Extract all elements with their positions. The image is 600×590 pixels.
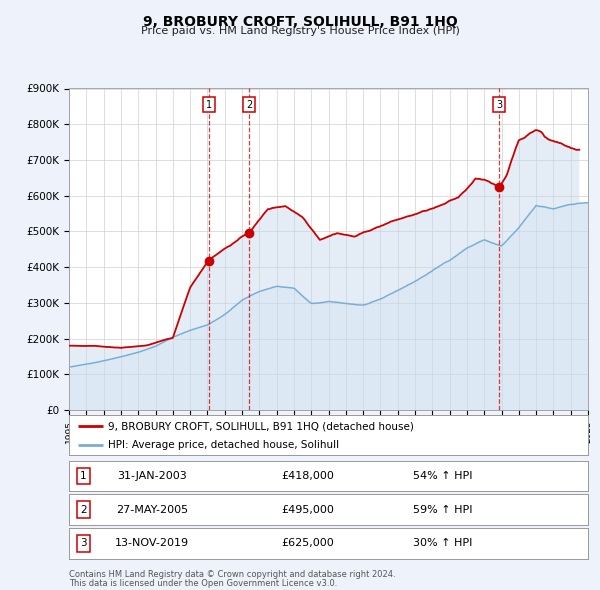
Text: 54% ↑ HPI: 54% ↑ HPI [413, 471, 472, 481]
Text: 59% ↑ HPI: 59% ↑ HPI [413, 505, 472, 514]
Text: 1: 1 [80, 471, 87, 481]
Text: 9, BROBURY CROFT, SOLIHULL, B91 1HQ: 9, BROBURY CROFT, SOLIHULL, B91 1HQ [143, 15, 457, 30]
Text: HPI: Average price, detached house, Solihull: HPI: Average price, detached house, Soli… [108, 440, 339, 450]
Text: 2: 2 [246, 100, 252, 110]
Text: 30% ↑ HPI: 30% ↑ HPI [413, 539, 472, 548]
Text: 3: 3 [80, 539, 87, 548]
Text: 3: 3 [496, 100, 502, 110]
Text: 13-NOV-2019: 13-NOV-2019 [115, 539, 189, 548]
Text: £418,000: £418,000 [281, 471, 334, 481]
Text: 27-MAY-2005: 27-MAY-2005 [116, 505, 188, 514]
Text: Contains HM Land Registry data © Crown copyright and database right 2024.: Contains HM Land Registry data © Crown c… [69, 570, 395, 579]
Text: £495,000: £495,000 [281, 505, 334, 514]
Text: 9, BROBURY CROFT, SOLIHULL, B91 1HQ (detached house): 9, BROBURY CROFT, SOLIHULL, B91 1HQ (det… [108, 421, 414, 431]
Text: 2: 2 [80, 505, 87, 514]
Text: £625,000: £625,000 [281, 539, 334, 548]
Text: This data is licensed under the Open Government Licence v3.0.: This data is licensed under the Open Gov… [69, 579, 337, 588]
Text: Price paid vs. HM Land Registry's House Price Index (HPI): Price paid vs. HM Land Registry's House … [140, 26, 460, 36]
Text: 1: 1 [206, 100, 212, 110]
Text: 31-JAN-2003: 31-JAN-2003 [117, 471, 187, 481]
